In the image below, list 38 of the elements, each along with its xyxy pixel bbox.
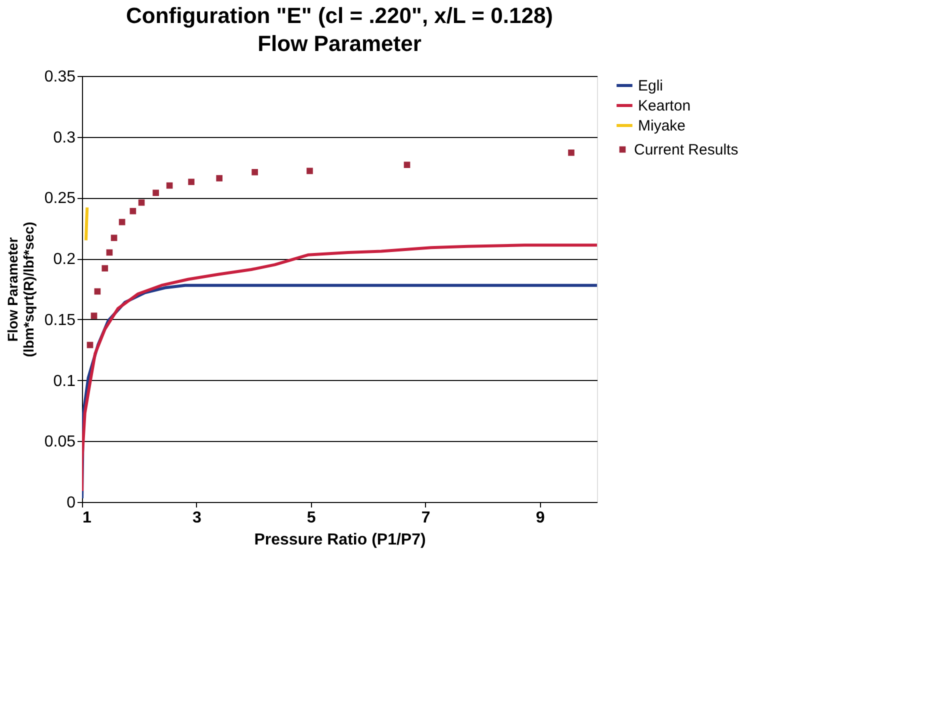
point xyxy=(90,312,98,319)
point xyxy=(138,199,145,206)
y-axis-title: Flow Parameter (lbm*sqrt(R)/lbf*sec) xyxy=(4,222,36,358)
y-tick-label: 0.3 xyxy=(53,129,76,146)
y-tick-label: 0.1 xyxy=(53,372,76,390)
y-tick-label: 0.15 xyxy=(44,312,76,329)
chart-title: Configuration "E" (cl = .220", x/L = 0.128) xyxy=(126,3,554,28)
point xyxy=(94,288,101,295)
legend-label: Kearton xyxy=(638,98,691,114)
point xyxy=(86,342,94,348)
y-tick-label: 0 xyxy=(66,494,76,512)
legend-label: Current Results xyxy=(634,142,738,158)
point xyxy=(152,190,159,196)
x-tick-label: 1 xyxy=(82,510,92,526)
x-tick-label: 5 xyxy=(306,510,316,526)
point xyxy=(252,168,258,176)
x-tick-label: 3 xyxy=(192,510,202,526)
x-axis-title: Pressure Ratio (P1/P7) xyxy=(254,532,426,548)
point xyxy=(306,168,313,174)
chart-subtitle: Flow Parameter xyxy=(258,31,422,56)
point xyxy=(188,178,194,186)
x-tick-label: 9 xyxy=(536,510,545,526)
point xyxy=(404,162,410,168)
y-tick-label: 0.2 xyxy=(53,251,76,268)
point xyxy=(110,234,118,242)
point xyxy=(216,175,222,182)
point xyxy=(130,208,136,214)
y-tick-label: 0.35 xyxy=(44,68,76,86)
y-tick-label: 0.05 xyxy=(44,434,76,451)
point xyxy=(106,249,113,256)
legend-label: Miyake xyxy=(638,118,686,134)
legend-label: Egli xyxy=(638,78,664,94)
point xyxy=(118,218,126,226)
x-tick-label: 7 xyxy=(421,510,430,526)
point xyxy=(166,182,173,189)
point xyxy=(102,265,108,272)
y-tick-label: 0.25 xyxy=(44,190,76,208)
point xyxy=(568,150,574,156)
